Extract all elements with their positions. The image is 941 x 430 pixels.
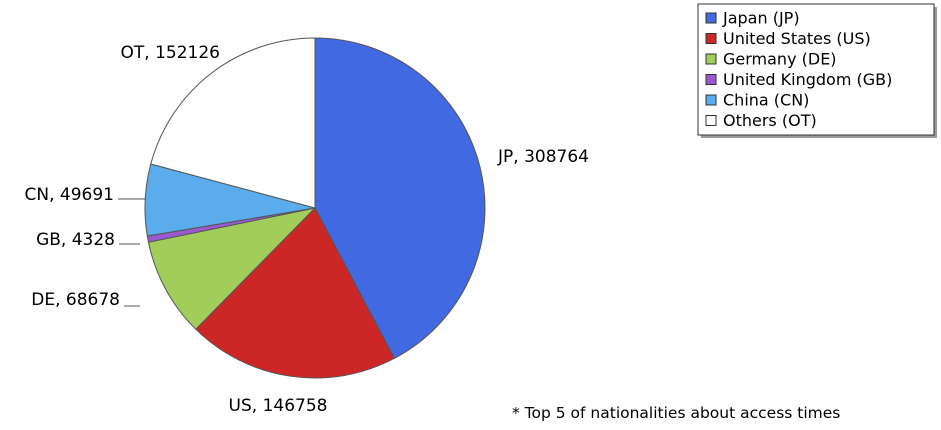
legend-swatch-cn <box>705 94 717 106</box>
pie-slice-de <box>147 207 317 330</box>
pie-slice-jp <box>314 37 486 360</box>
legend-entry-gb: United Kingdom (GB) <box>723 70 892 89</box>
slice-label-us: US, 146758 <box>229 396 328 416</box>
pie-slices <box>144 37 486 379</box>
legend-box <box>697 3 935 136</box>
legend-swatch-jp <box>705 12 717 24</box>
slice-label-cn: CN, 49691 <box>25 185 114 205</box>
legend-entry-ot: Others (OT) <box>723 111 817 130</box>
pie-slice-ot <box>150 37 316 209</box>
footnote: * Top 5 of nationalities about access ti… <box>512 404 841 422</box>
legend-entry-jp: Japan (JP) <box>722 9 800 28</box>
slice-label-jp: JP, 308764 <box>497 147 589 167</box>
label-leader-lines <box>118 198 146 307</box>
slice-label-ot: OT, 152126 <box>121 43 220 63</box>
slice-label-de: DE, 68678 <box>31 290 120 310</box>
legend: Japan (JP)United States (US) Germany (DE)… <box>697 3 937 138</box>
legend-swatch-gb <box>705 74 717 85</box>
legend-entry-cn: China (CN) <box>723 91 809 110</box>
slice-labels: JP, 308764 US, 146758 DE, 68678 GB, 4328 CN,… <box>25 43 589 416</box>
legend-swatch-us <box>705 33 717 44</box>
legend-swatch-ot <box>705 115 717 126</box>
pie-slice-us <box>195 207 395 379</box>
legend-swatch-de <box>705 53 717 65</box>
legend-entry-us: United States (US) <box>723 29 871 48</box>
slice-label-gb: GB, 4328 <box>36 230 115 250</box>
legend-entry-de: Germany (DE) <box>723 50 837 69</box>
